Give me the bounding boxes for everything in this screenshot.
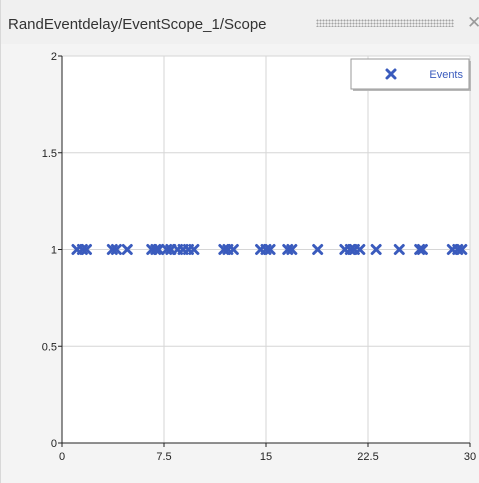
- y-tick-label: 0: [51, 438, 57, 450]
- event-point: [153, 244, 165, 255]
- close-button[interactable]: ✕: [467, 13, 479, 32]
- legend-box: [350, 58, 470, 90]
- event-point: [121, 244, 133, 255]
- event-point: [393, 244, 405, 255]
- legend-label: Events: [429, 69, 463, 81]
- event-point: [286, 244, 298, 255]
- x-tick-label: 30: [464, 451, 476, 463]
- event-point: [227, 244, 239, 255]
- y-tick-label: 2: [51, 51, 57, 63]
- plot-area: 0 7.5 15 22.5 30 0 0.5 1 1.5 2 Events: [1, 44, 479, 483]
- event-point: [416, 244, 428, 255]
- title-bar[interactable]: RandEventdelay/EventScope_1/Scope ✕: [1, 0, 479, 44]
- event-point: [110, 244, 122, 255]
- event-point: [370, 244, 382, 255]
- event-point: [312, 244, 324, 255]
- window-title: RandEventdelay/EventScope_1/Scope: [8, 16, 267, 33]
- event-point: [414, 244, 426, 255]
- y-tick-label: 1: [51, 245, 57, 257]
- x-tick-label: 7.5: [156, 451, 171, 463]
- legend-marker-icon: [385, 68, 397, 80]
- y-tick-label: 0.5: [42, 341, 57, 353]
- x-tick-label: 22.5: [357, 451, 378, 463]
- y-tick-label: 1.5: [42, 148, 57, 160]
- x-tick-label: 15: [260, 451, 272, 463]
- drag-grip-icon[interactable]: [316, 19, 454, 27]
- event-point: [150, 244, 162, 255]
- x-tick-label: 0: [59, 451, 65, 463]
- event-point: [264, 244, 276, 255]
- event-point: [188, 244, 200, 255]
- event-point: [80, 244, 92, 255]
- event-point: [354, 244, 366, 255]
- event-point: [456, 244, 468, 255]
- scatter-chart: 0 7.5 15 22.5 30 0 0.5 1 1.5 2 Events: [42, 51, 476, 463]
